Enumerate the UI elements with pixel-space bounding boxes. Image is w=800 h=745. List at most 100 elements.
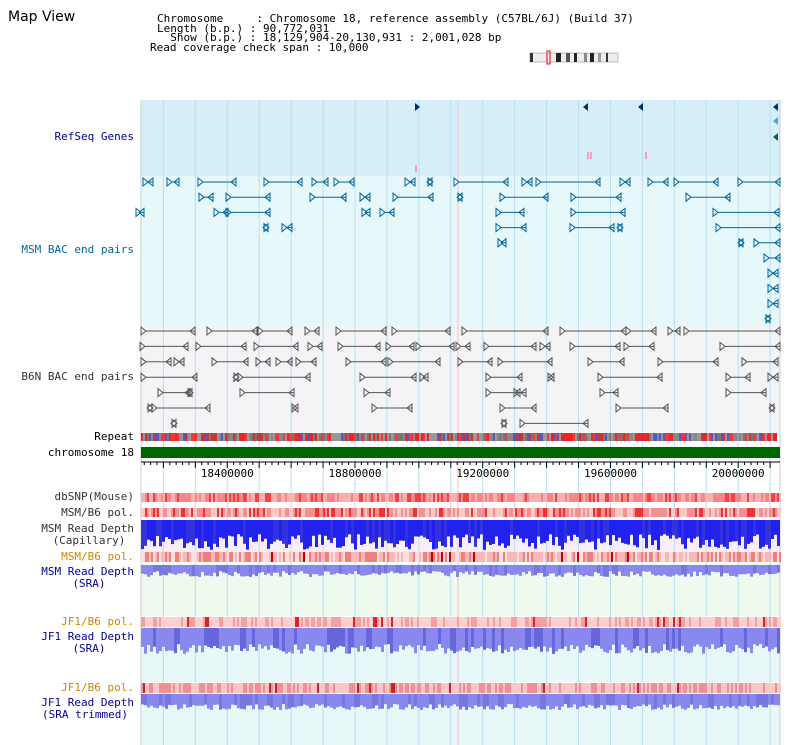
- msm-pol-strip-cell: [379, 508, 381, 517]
- repeat-segment: [537, 433, 539, 441]
- b6n-bac-pair-tail: [384, 387, 391, 398]
- jf1-trimmed-depth-bar: [312, 694, 315, 708]
- jf1-pol-trimmed-strip-cell: [551, 683, 553, 693]
- msm-pol-strip-cell: [381, 508, 383, 517]
- msm-bac-pair-tail: [500, 237, 507, 248]
- msm-capillary-depth-bar: [531, 520, 534, 543]
- jf1-trimmed-depth-bar: [213, 694, 216, 705]
- msm-sra-depth-bar: [216, 565, 219, 577]
- jf1-pol-trimmed-strip-cell: [311, 683, 313, 693]
- msm-pol-strip-cell: [433, 508, 435, 517]
- msm-pol-sra-strip-cell: [677, 552, 679, 562]
- msm-pol-sra-strip-cell: [643, 552, 645, 562]
- jf1-sra-depth-bar: [597, 628, 600, 646]
- msm-sra-depth-bar: [468, 565, 471, 575]
- msm-pol-strip-cell: [269, 508, 271, 517]
- jf1-sra-depth-bar: [282, 628, 285, 652]
- msm-capillary-depth-bar: [177, 520, 180, 540]
- msm-pol-strip-cell: [415, 508, 417, 517]
- repeat-segment: [285, 433, 287, 441]
- msm-pol-sra-strip-cell: [577, 552, 579, 562]
- msm-pol-strip-cell: [357, 508, 359, 517]
- jf1-pol-strip-cell: [357, 617, 359, 627]
- msm-b6-pol-label: MSM/B6 pol.: [61, 506, 134, 519]
- jf1-pol-strip-cell: [621, 617, 623, 627]
- jf1-trimmed-depth-bar: [390, 694, 393, 708]
- msm-bac-pair-tail: [296, 176, 303, 188]
- jf1-pol-trimmed-strip-cell: [473, 683, 475, 693]
- msm-capillary-depth-bar: [198, 520, 201, 549]
- jf1-pol-strip-cell: [559, 617, 561, 627]
- jf1-trimmed-depth-bar: [285, 694, 288, 710]
- msm-bac-pair-tail: [542, 192, 549, 203]
- dbsnp-strip-cell: [365, 493, 367, 502]
- chromosome-label: chromosome 18: [47, 446, 134, 459]
- msm-pol-strip-cell: [227, 508, 229, 517]
- msm-capillary-depth-bar: [402, 520, 405, 541]
- ideogram-band: [590, 53, 594, 62]
- msm-sra-depth-bar: [147, 565, 150, 577]
- msm-pol-strip-cell: [563, 508, 565, 517]
- jf1-sra-depth-bar: [657, 628, 660, 654]
- scale-tick-label: 19200000: [456, 467, 510, 480]
- refseq-snp-mark: [590, 152, 592, 159]
- msm-pol-sra-strip-cell: [551, 552, 553, 562]
- jf1-trimmed-depth-bar: [753, 694, 756, 707]
- jf1-pol-strip-cell: [215, 617, 217, 627]
- jf1-sra-depth-bar: [273, 628, 276, 648]
- jf1-trimmed-depth-bar: [150, 694, 153, 706]
- msm-sra-depth-bar: [717, 565, 720, 573]
- jf1-sra-depth-bar: [399, 628, 402, 646]
- jf1-sra-depth-bar: [183, 628, 186, 654]
- msm-pol-sra-strip-cell: [261, 552, 263, 562]
- jf1-sra-depth-bar: [594, 628, 597, 646]
- dbsnp-strip-cell: [229, 493, 231, 502]
- msm-pol-sra-strip-cell: [647, 552, 649, 562]
- msm-capillary-depth-bar: [348, 520, 351, 535]
- jf1-trimmed-depth-bar: [711, 694, 714, 709]
- repeat-segment: [217, 433, 219, 441]
- repeat-segment: [773, 433, 775, 441]
- jf1-pol-strip-cell: [637, 617, 639, 627]
- jf1-pol-strip-cell: [725, 617, 727, 627]
- jf1-pol-strip-cell: [153, 617, 155, 627]
- dbsnp-strip-cell: [561, 493, 563, 502]
- msm-pol-sra-strip-cell: [747, 552, 749, 562]
- repeat-segment: [261, 433, 263, 441]
- jf1-pol-strip-cell: [717, 617, 719, 627]
- msm-pol-strip-cell: [411, 508, 413, 517]
- msm-pol-sra-strip-cell: [395, 552, 397, 562]
- b6n-bac-pair-head: [615, 402, 622, 414]
- jf1-pol-strip-cell: [485, 617, 487, 627]
- msm-sra-depth-bar: [450, 565, 453, 573]
- msm-pol-sra-strip-cell: [215, 552, 217, 562]
- jf1-pol-strip-cell: [639, 617, 641, 627]
- dbsnp-strip-cell: [279, 493, 281, 502]
- msm-sra-depth-bar: [399, 565, 402, 574]
- msm-pol-strip-cell: [197, 508, 199, 517]
- repeat-segment: [279, 433, 281, 441]
- jf1-pol-strip-cell: [481, 617, 483, 627]
- msm-sra-depth-bar: [246, 565, 249, 577]
- msm-pol-sra-strip-cell: [397, 552, 399, 562]
- b6n-bac-pair-tail: [264, 356, 271, 367]
- msm-pol-strip-cell: [473, 508, 475, 517]
- msm-sra-depth-bar: [507, 565, 510, 574]
- msm-pol-strip-cell: [359, 508, 361, 517]
- jf1-pol-strip-cell: [625, 617, 627, 627]
- jf1-pol-trimmed-strip-cell: [749, 683, 751, 693]
- jf1-sra-depth-bar: [645, 628, 648, 653]
- repeat-segment: [173, 433, 175, 441]
- jf1-pol-strip-cell: [263, 617, 265, 627]
- jf1-pol-trimmed-strip-cell: [411, 683, 413, 693]
- msm-bac-pair-tail: [207, 192, 214, 203]
- dbsnp-strip-cell: [323, 493, 325, 502]
- jf1-pol-trimmed-strip-cell: [647, 683, 649, 693]
- jf1-pol-strip-cell: [513, 617, 515, 627]
- msm-pol-strip-cell: [427, 508, 429, 517]
- msm-sra-depth-bar: [375, 565, 378, 574]
- msm-pol-strip-cell: [347, 508, 349, 517]
- msm-sra-depth-bar: [552, 565, 555, 574]
- msm-pol-strip-cell: [241, 508, 243, 517]
